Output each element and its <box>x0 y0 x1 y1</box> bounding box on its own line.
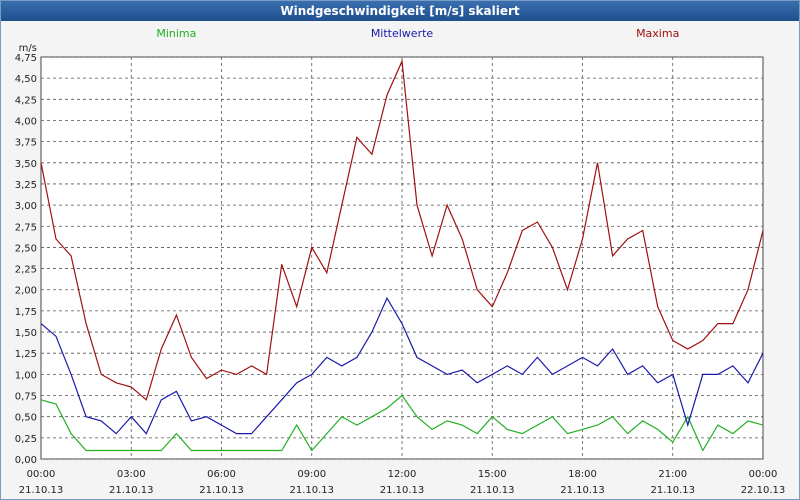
series-line-minima <box>40 394 764 452</box>
x-tick-time: 03:00 <box>117 469 146 480</box>
y-tick-label: 1,00 <box>15 370 37 381</box>
legend-maxima: Maxima <box>636 27 679 40</box>
series-line-maxima <box>40 58 764 401</box>
y-tick-label: 1,25 <box>15 349 37 360</box>
chart-title: Windgeschwindigkeit [m/s] skaliert <box>1 1 799 21</box>
y-tick-label: 4,50 <box>15 74 37 85</box>
legend-minima: Minima <box>156 27 196 40</box>
x-tick-date: 21.10.13 <box>470 485 515 496</box>
y-tick-label: 3,50 <box>15 159 37 170</box>
x-tick-date: 21.10.13 <box>650 485 695 496</box>
chart-canvas: 0,00 0,25 0,50 0,75 1,00 1,25 1,50 1,75 2,00 2,25… <box>15 27 786 496</box>
y-tick-label: 2,75 <box>15 222 37 233</box>
x-tick-date: 21.10.13 <box>199 485 244 496</box>
y-tick-label: 3,25 <box>15 180 37 191</box>
x-tick-date: 22.10.13 <box>741 485 786 496</box>
series-line-mittelwerte <box>40 296 764 435</box>
y-tick-label: 4,25 <box>15 95 37 106</box>
x-tick-date: 21.10.13 <box>289 485 334 496</box>
x-tick-time: 18:00 <box>568 469 597 480</box>
x-tick-date: 21.10.13 <box>109 485 154 496</box>
x-tick-time: 06:00 <box>207 469 236 480</box>
x-tick-date: 21.10.13 <box>19 485 64 496</box>
y-tick-label: 2,00 <box>15 286 37 297</box>
x-tick-date: 21.10.13 <box>380 485 425 496</box>
x-tick-date: 21.10.13 <box>560 485 605 496</box>
y-tick-label: 3,00 <box>15 201 37 212</box>
y-axis-label: m/s <box>19 43 37 54</box>
y-tick-label: 1,50 <box>15 328 37 339</box>
y-tick-label: 4,00 <box>15 116 37 127</box>
x-tick-time: 12:00 <box>388 469 417 480</box>
x-tick-time: 09:00 <box>297 469 326 480</box>
y-tick-label: 1,75 <box>15 307 37 318</box>
legend-mittelwerte: Mittelwerte <box>371 27 434 40</box>
y-tick-label: 0,75 <box>15 392 37 403</box>
x-tick-time: 00:00 <box>749 469 778 480</box>
x-tick-time: 21:00 <box>658 469 687 480</box>
y-tick-label: 0,00 <box>15 455 37 466</box>
y-tick-label: 4,75 <box>15 53 37 64</box>
x-tick-time: 15:00 <box>478 469 507 480</box>
y-tick-label: 0,25 <box>15 434 37 445</box>
y-tick-label: 2,25 <box>15 265 37 276</box>
x-tick-time: 00:00 <box>27 469 56 480</box>
y-tick-label: 0,50 <box>15 413 37 424</box>
y-tick-label: 3,75 <box>15 138 37 149</box>
y-tick-label: 2,50 <box>15 243 37 254</box>
